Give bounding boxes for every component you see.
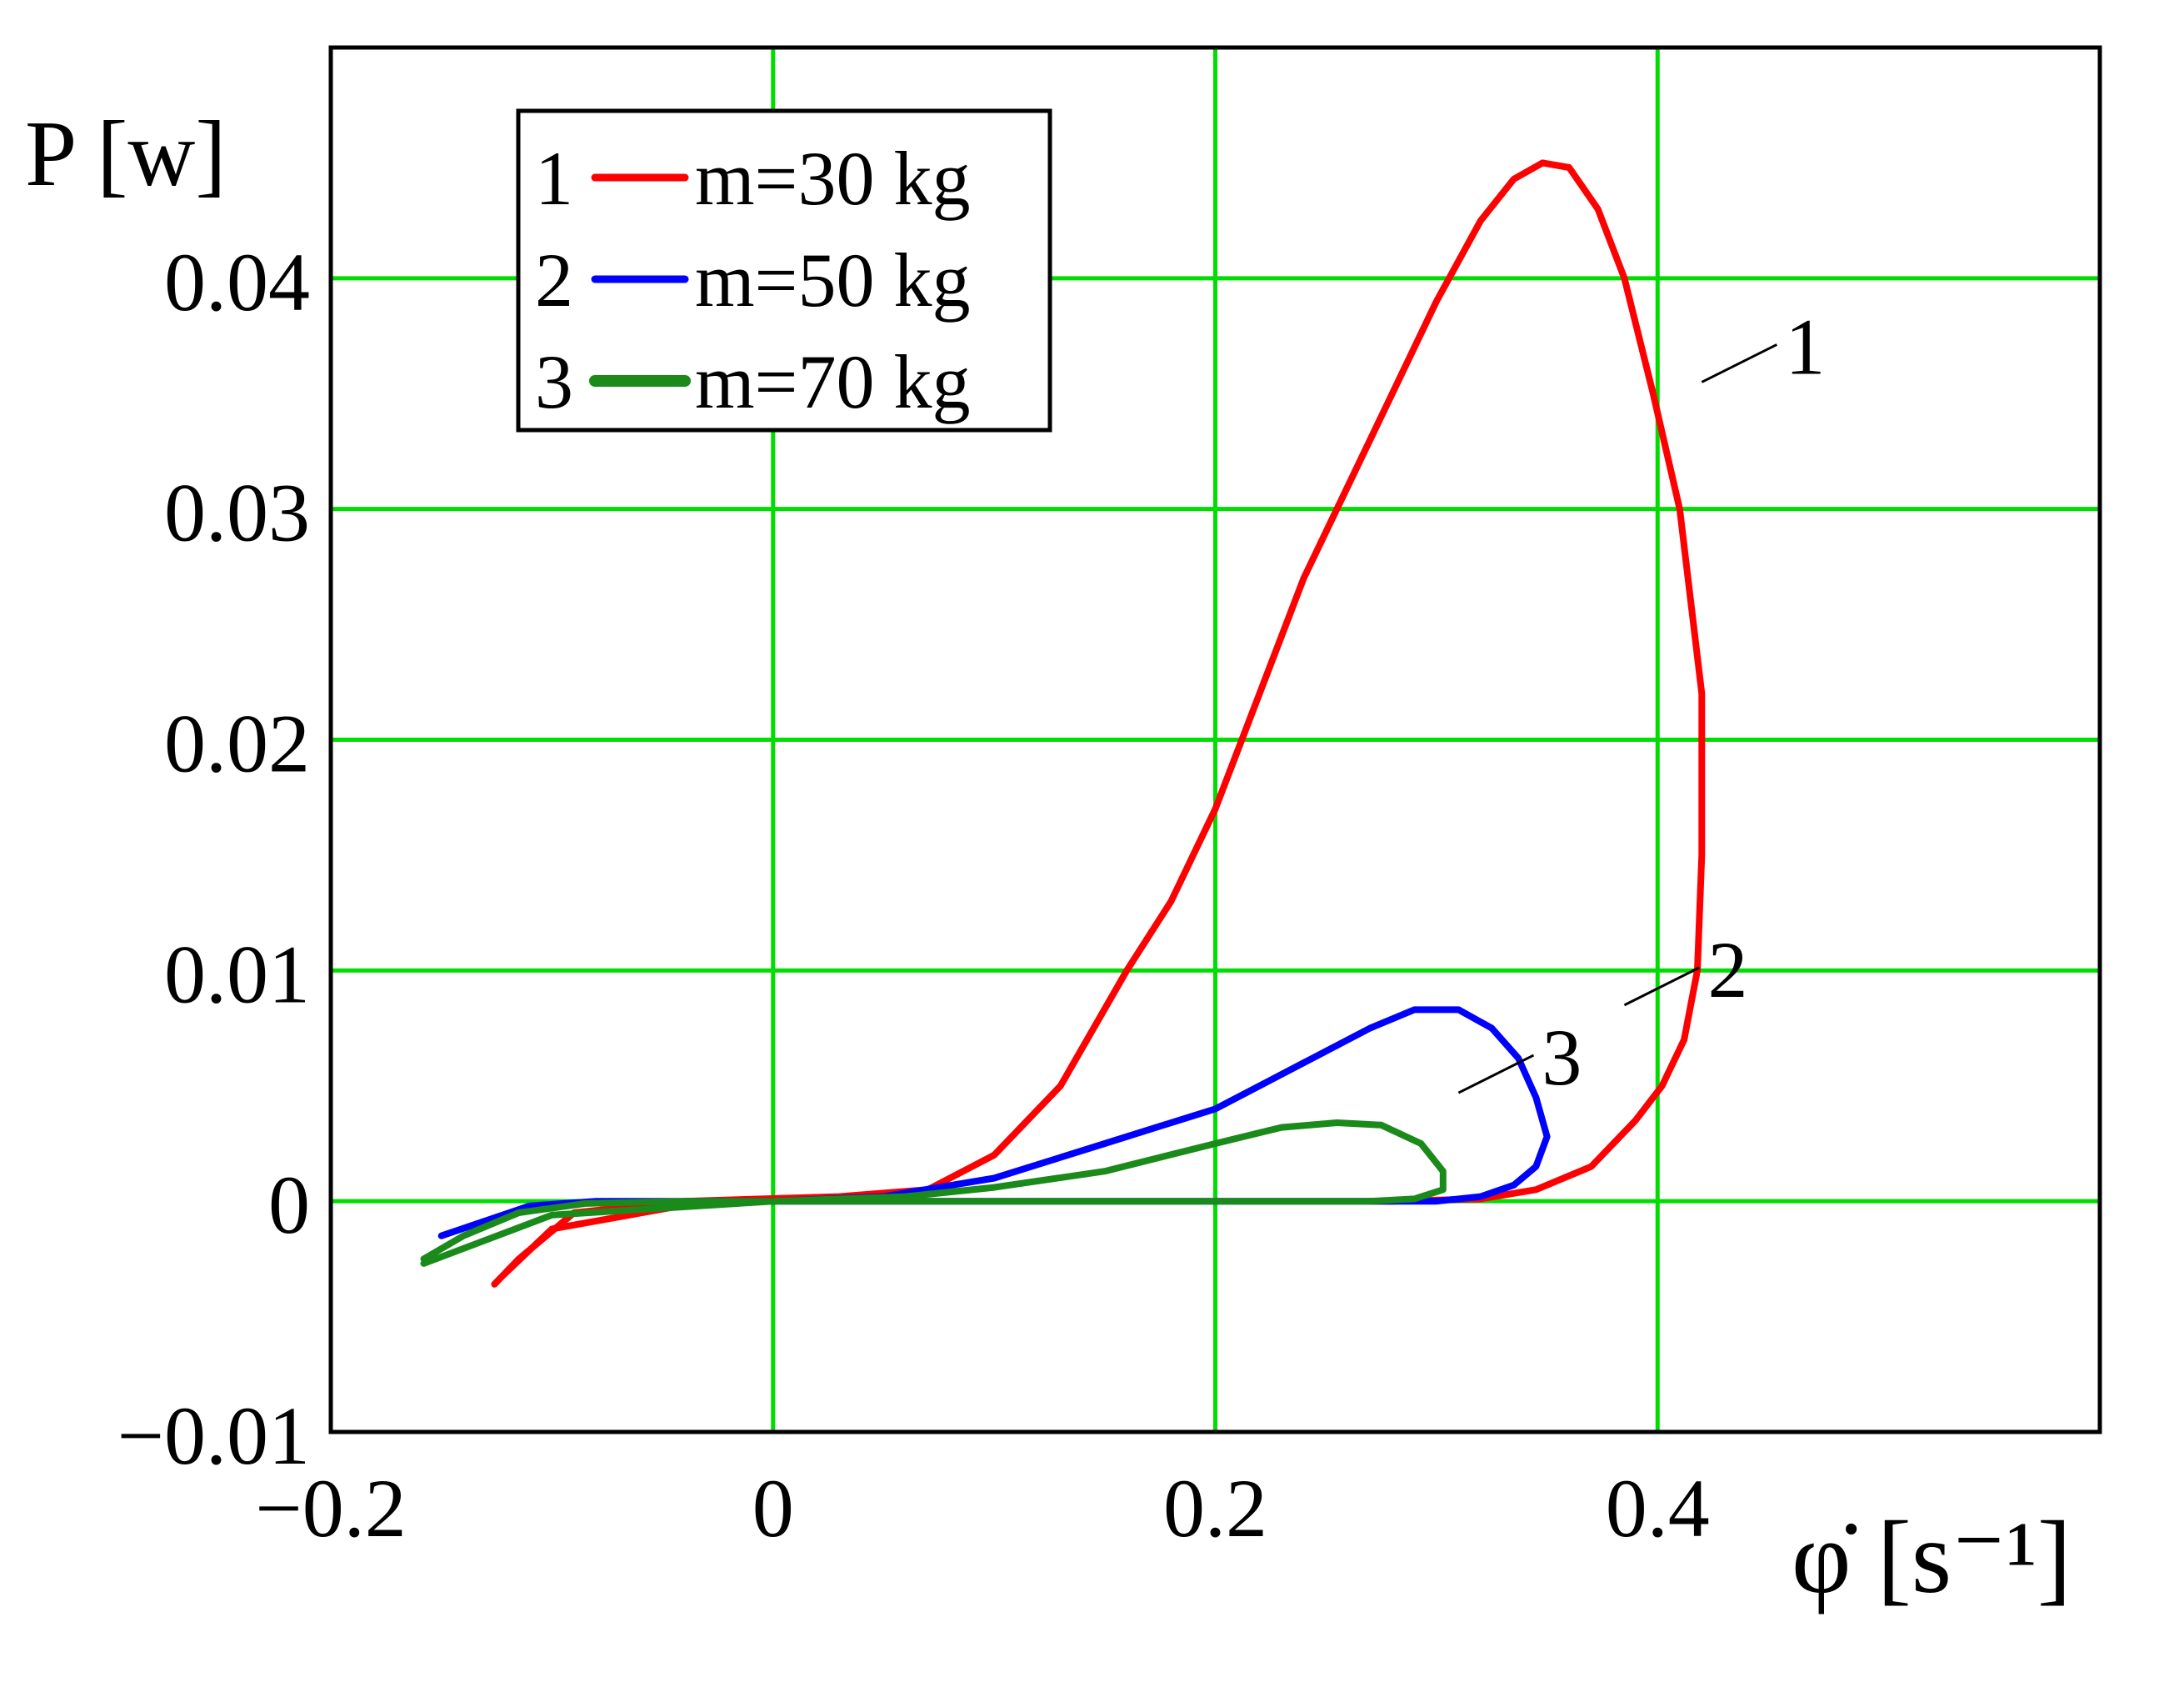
plot-frame <box>328 45 2102 1434</box>
series-layer <box>420 159 1706 1288</box>
legend-label-1: m=30 kg <box>695 136 970 221</box>
legend-index-1: 1 <box>535 136 573 221</box>
annotation-label-2: 2 <box>1707 925 1747 1014</box>
legend: 1 m=30 kg 2 m=50 kg 3 m=70 kg <box>516 108 1052 433</box>
annotation-leader-2 <box>1623 966 1701 1007</box>
y-tick-label: 0.03 <box>164 467 310 559</box>
y-tick-label: −0.01 <box>117 1389 310 1482</box>
legend-index-3: 3 <box>535 339 573 424</box>
annotation-label-1: 1 <box>1785 302 1825 391</box>
annotation-leader-1 <box>1701 343 1777 383</box>
x-tick-label: 0.2 <box>1163 1462 1267 1554</box>
tick-labels: 0.04 0.03 0.02 0.01 0 −0.01−0.2 0 0.2 0.4 <box>117 236 1710 1554</box>
y-tick-label: 0.01 <box>164 928 310 1020</box>
y-tick-label: 0.02 <box>164 698 310 790</box>
curve-annotations: 1 2 3 <box>1457 302 1825 1102</box>
legend-label-3: m=70 kg <box>695 339 970 424</box>
x-tick-label: 0.4 <box>1606 1462 1710 1554</box>
legend-label-2: m=50 kg <box>695 238 970 323</box>
y-axis-label: P [w] <box>25 103 227 206</box>
series-3-line <box>420 1119 1447 1267</box>
x-tick-label: 0 <box>752 1462 794 1554</box>
annotation-label-3: 3 <box>1542 1013 1582 1102</box>
annotation-leader-3 <box>1457 1054 1535 1094</box>
x-tick-label: −0.2 <box>255 1462 406 1554</box>
x-axis-label: φ̇ [s⁻¹] <box>1792 1500 2072 1614</box>
y-tick-label: 0 <box>268 1159 310 1251</box>
legend-index-2: 2 <box>535 238 573 323</box>
y-tick-label: 0.04 <box>164 236 310 328</box>
